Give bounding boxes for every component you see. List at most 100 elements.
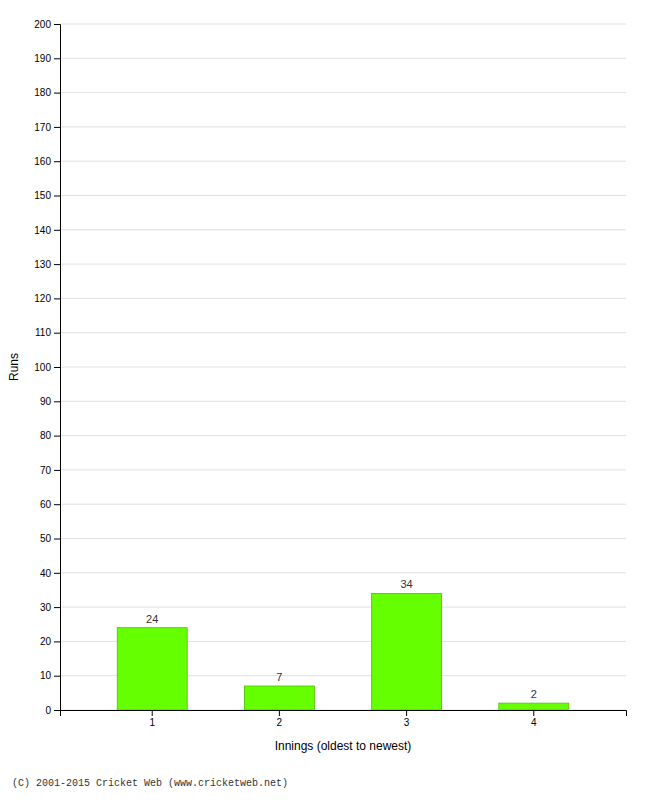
bar xyxy=(372,593,442,710)
grid-line xyxy=(60,195,626,196)
y-tick: 70 xyxy=(40,465,60,476)
y-tick-label: 190 xyxy=(34,53,51,64)
grid-line xyxy=(60,126,626,127)
y-tick-label: 150 xyxy=(34,190,51,201)
grid-line xyxy=(60,58,626,59)
y-tick: 110 xyxy=(35,327,60,338)
x-tick: 4 xyxy=(531,710,537,728)
y-tick: 120 xyxy=(34,293,60,304)
y-tick-mark xyxy=(54,573,60,574)
grid-line xyxy=(60,538,626,539)
data-label: 34 xyxy=(400,578,412,590)
grid-line xyxy=(60,332,626,333)
grid-line xyxy=(60,161,626,162)
y-tick: 160 xyxy=(34,156,60,167)
y-tick: 190 xyxy=(34,53,60,64)
plot-area: 0 10 20 30 40 50 60 70 80 90 100 110 120 130 140 150 160… xyxy=(34,19,626,728)
x-tick-label: 3 xyxy=(404,717,410,728)
y-tick: 30 xyxy=(40,602,60,613)
data-label: 7 xyxy=(276,671,282,683)
grid-line xyxy=(60,298,626,299)
bars xyxy=(117,593,569,710)
y-tick-label: 160 xyxy=(34,156,51,167)
y-tick-label: 90 xyxy=(40,396,52,407)
y-tick-label: 40 xyxy=(40,568,52,579)
y-tick: 150 xyxy=(34,190,60,201)
data-labels: 247342 xyxy=(146,578,537,700)
y-tick: 140 xyxy=(34,225,60,236)
x-axis-line xyxy=(61,711,627,717)
y-tick-label: 180 xyxy=(34,87,51,98)
y-tick-mark xyxy=(54,539,60,540)
y-tick-mark xyxy=(54,607,60,608)
y-tick: 50 xyxy=(40,533,60,544)
grid-line xyxy=(60,229,626,230)
y-tick-label: 120 xyxy=(34,293,51,304)
x-tick: 1 xyxy=(149,710,155,728)
y-tick-mark xyxy=(54,93,60,94)
bar xyxy=(117,628,187,710)
grid-line xyxy=(60,367,626,368)
chart: 0 10 20 30 40 50 60 70 80 90 100 110 120 130 140 150 160… xyxy=(0,0,650,800)
y-tick-label: 80 xyxy=(40,430,52,441)
y-tick-mark xyxy=(54,298,60,299)
grid-line xyxy=(60,504,626,505)
y-tick-label: 20 xyxy=(40,636,52,647)
y-tick: 180 xyxy=(34,87,60,98)
grid-line xyxy=(60,469,626,470)
grid-line xyxy=(60,572,626,573)
y-tick: 80 xyxy=(40,430,60,441)
y-tick-mark xyxy=(54,436,60,437)
grid xyxy=(60,24,626,710)
data-label: 2 xyxy=(531,688,537,700)
y-tick-mark xyxy=(54,470,60,471)
y-tick-mark xyxy=(54,333,60,334)
y-axis-title: Runs xyxy=(7,353,21,381)
x-tick-label: 4 xyxy=(531,717,537,728)
y-tick-mark xyxy=(54,367,60,368)
grid-line xyxy=(60,401,626,402)
y-tick-label: 30 xyxy=(40,602,52,613)
y-tick-mark xyxy=(54,24,60,25)
y-tick: 20 xyxy=(40,636,60,647)
x-tick-label: 2 xyxy=(277,717,283,728)
y-tick: 130 xyxy=(34,259,60,270)
grid-line xyxy=(60,264,626,265)
y-tick-mark xyxy=(54,264,60,265)
y-tick-label: 50 xyxy=(40,533,52,544)
x-tick-label: 1 xyxy=(149,717,155,728)
y-tick-mark xyxy=(54,676,60,677)
y-tick: 200 xyxy=(34,19,60,30)
y-tick-label: 130 xyxy=(34,259,51,270)
x-tick-mark xyxy=(279,710,280,716)
y-tick-label: 0 xyxy=(45,705,51,716)
y-tick-label: 70 xyxy=(40,465,52,476)
y-tick-label: 170 xyxy=(34,122,51,133)
y-tick: 10 xyxy=(40,670,60,681)
x-tick-mark xyxy=(152,710,153,716)
y-tick-mark xyxy=(54,161,60,162)
grid-line xyxy=(60,92,626,93)
y-tick-label: 110 xyxy=(35,327,51,338)
x-axis-title: Innings (oldest to newest) xyxy=(275,739,412,753)
y-tick: 40 xyxy=(40,568,60,579)
y-tick-label: 60 xyxy=(40,499,52,510)
y-tick-mark xyxy=(54,641,60,642)
y-tick: 0 xyxy=(45,705,60,716)
y-tick-label: 10 xyxy=(40,670,52,681)
x-tick-mark xyxy=(533,710,534,716)
y-tick: 60 xyxy=(40,499,60,510)
y-tick-label: 100 xyxy=(34,362,51,373)
y-axis-line xyxy=(54,25,61,711)
y-axis: 0 10 20 30 40 50 60 70 80 90 100 110 120 130 140 150 160… xyxy=(34,19,60,716)
y-tick-mark xyxy=(54,710,60,711)
y-tick: 90 xyxy=(40,396,60,407)
y-tick-mark xyxy=(54,504,60,505)
y-tick-mark xyxy=(54,401,60,402)
grid-line xyxy=(60,435,626,436)
y-tick-mark xyxy=(54,230,60,231)
bar xyxy=(499,703,569,710)
x-tick: 3 xyxy=(404,710,410,728)
bar xyxy=(244,686,314,710)
y-tick: 170 xyxy=(34,122,60,133)
